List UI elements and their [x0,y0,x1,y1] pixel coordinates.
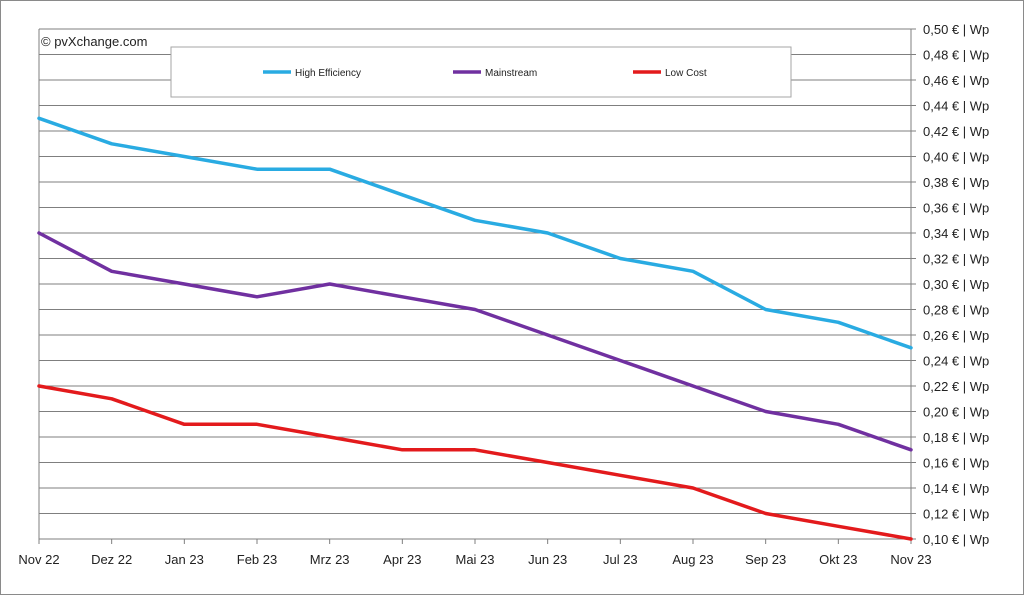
y-tick-labels: 0,10 € | Wp 0,12 € | Wp 0,14 € | Wp 0,16 € … [923,22,989,547]
y-tick-label: 0,34 € | Wp [923,226,989,241]
x-tick-label: Sep 23 [745,552,786,567]
y-tick-label: 0,50 € | Wp [923,22,989,37]
y-tick-label: 0,12 € | Wp [923,507,989,522]
legend: High Efficiency Mainstream Low Cost [170,46,792,98]
gridlines [39,28,911,540]
series-line-high-efficiency [37,116,913,350]
y-tick-label: 0,48 € | Wp [923,48,989,63]
y-tick-label: 0,44 € | Wp [923,99,989,114]
x-tick-label: Nov 23 [890,552,931,567]
legend-label: Mainstream [485,68,537,79]
y-tick-label: 0,10 € | Wp [923,532,989,547]
x-tick-label: Okt 23 [819,552,857,567]
axes [38,28,916,544]
watermark-text: © pvXchange.com [41,34,147,49]
y-tick-label: 0,20 € | Wp [923,405,989,420]
y-tick-label: 0,42 € | Wp [923,124,989,139]
y-tick-label: 0,16 € | Wp [923,456,989,471]
y-tick-label: 0,40 € | Wp [923,150,989,165]
x-tick-label: Apr 23 [383,552,421,567]
x-tick-label: Dez 22 [91,552,132,567]
y-tick-label: 0,30 € | Wp [923,277,989,292]
x-tick-label: Jan 23 [165,552,204,567]
x-tick-label: Nov 22 [18,552,59,567]
y-tick-label: 0,26 € | Wp [923,328,989,343]
x-tick-label: Feb 23 [237,552,277,567]
legend-label: Low Cost [665,68,707,79]
legend-label: High Efficiency [295,68,361,79]
y-tick-label: 0,24 € | Wp [923,354,989,369]
series-line-low-cost [37,384,913,541]
x-tick-label: Aug 23 [672,552,713,567]
x-tick-label: Jun 23 [528,552,567,567]
y-tick-label: 0,18 € | Wp [923,430,989,445]
y-tick-label: 0,28 € | Wp [923,303,989,318]
y-tick-label: 0,38 € | Wp [923,175,989,190]
x-tick-label: Jul 23 [603,552,638,567]
y-tick-label: 0,32 € | Wp [923,252,989,267]
x-tick-label: Mai 23 [455,552,494,567]
series-line-mainstream [37,231,913,452]
y-tick-label: 0,36 € | Wp [923,201,989,216]
y-tick-label: 0,22 € | Wp [923,379,989,394]
y-tick-label: 0,14 € | Wp [923,481,989,496]
x-tick-labels: Nov 22 Dez 22 Jan 23 Feb 23 Mrz 23 Apr 23 Mai … [18,552,931,567]
x-tick-label: Mrz 23 [310,552,350,567]
y-tick-label: 0,46 € | Wp [923,73,989,88]
series-lines [37,116,913,541]
